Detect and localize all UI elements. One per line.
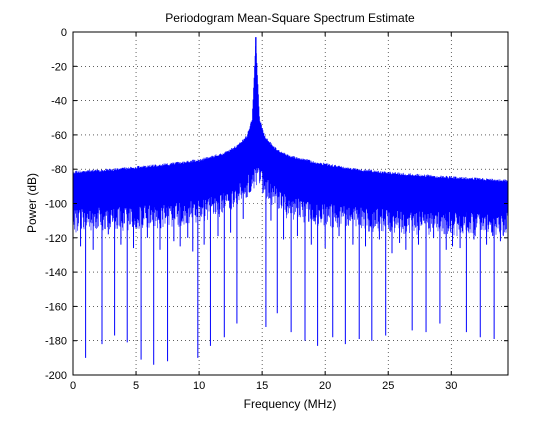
x-tick-label: 0 xyxy=(70,380,76,392)
y-tick-label: -180 xyxy=(45,336,67,348)
y-tick-label: -60 xyxy=(51,130,67,142)
x-tick-label: 20 xyxy=(319,380,331,392)
y-tick-label: -100 xyxy=(45,199,67,211)
y-tick-label: -20 xyxy=(51,61,67,73)
y-tick-label: -200 xyxy=(45,370,67,382)
x-tick-label: 5 xyxy=(133,380,139,392)
x-axis-label: Frequency (MHz) xyxy=(244,397,337,411)
y-tick-label: -120 xyxy=(45,233,67,245)
chart-title: Periodogram Mean-Square Spectrum Estimat… xyxy=(165,11,415,25)
y-tick-label: -140 xyxy=(45,267,67,279)
y-axis-label: Power (dB) xyxy=(25,173,39,233)
y-tick-label: -80 xyxy=(51,164,67,176)
x-tick-label: 10 xyxy=(193,380,205,392)
x-tick-label: 25 xyxy=(382,380,394,392)
y-tick-label: 0 xyxy=(61,27,67,39)
y-tick-label: -40 xyxy=(51,96,67,108)
spectrum-layer xyxy=(72,37,509,365)
x-tick-label: 30 xyxy=(445,380,457,392)
x-tick-label: 15 xyxy=(256,380,268,392)
y-tick-label: -160 xyxy=(45,301,67,313)
tick-layer: 0 5 10 15 20 25 30 0 -20 -40 -60 -80 -100 -120 -140 -16… xyxy=(45,27,508,392)
